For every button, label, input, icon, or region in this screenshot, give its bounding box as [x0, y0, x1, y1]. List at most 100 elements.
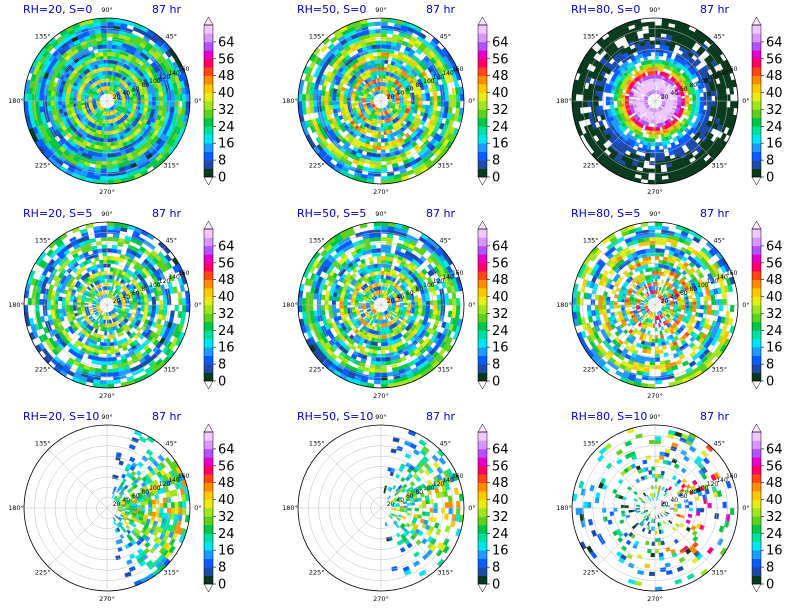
- colorbar-tick-label: 0: [492, 171, 500, 186]
- radial-label: 40: [670, 90, 678, 97]
- field-cell: [651, 134, 656, 139]
- field-cell: [380, 74, 384, 79]
- field-cell: [452, 94, 457, 102]
- field-cell: [61, 300, 66, 306]
- field-cell: [320, 100, 325, 107]
- field-cell: [354, 98, 359, 102]
- field-cell: [624, 98, 629, 102]
- panel-title: RH=50, S=0: [297, 3, 366, 16]
- field-cell: [182, 100, 187, 109]
- field-cell: [684, 94, 689, 99]
- field-cell: [651, 130, 656, 136]
- field-cell: [106, 51, 112, 57]
- field-cell: [106, 172, 114, 177]
- colorbar-segment: [204, 117, 213, 127]
- angle-label: 0°: [468, 97, 475, 105]
- field-cell: [97, 248, 103, 254]
- angle-label: 180°: [282, 97, 298, 105]
- field-cell: [652, 127, 656, 132]
- field-cell: [586, 94, 592, 102]
- field-cell: [144, 97, 149, 102]
- colorbar-segment: [204, 151, 213, 161]
- field-cell: [377, 134, 382, 139]
- angle-label: 135°: [35, 33, 51, 41]
- colorbar-tick-label: 8: [218, 154, 226, 169]
- field-cell: [133, 304, 138, 308]
- field-cell: [380, 149, 386, 154]
- field-cell: [680, 103, 686, 107]
- field-cell: [106, 153, 113, 158]
- field-cell: [140, 100, 145, 105]
- colorbar-segment: [204, 25, 213, 34]
- field-cell: [448, 94, 453, 102]
- field-cell: [609, 96, 614, 102]
- field-cell: [418, 97, 423, 102]
- field-cell: [38, 100, 44, 108]
- field-cell: [583, 100, 588, 108]
- field-cell: [380, 44, 387, 49]
- field-cell: [98, 349, 104, 355]
- field-cell: [38, 94, 44, 102]
- colorbar-segment: [478, 75, 487, 85]
- field-cell: [456, 93, 461, 102]
- colorbar-extend-min: [477, 176, 488, 186]
- field-cell: [718, 100, 724, 108]
- field-cell: [46, 100, 51, 107]
- field-cell: [54, 304, 59, 310]
- field-cell: [432, 91, 438, 97]
- field-cell: [384, 59, 389, 64]
- field-cell: [376, 51, 382, 57]
- field-cell: [301, 93, 306, 102]
- colorbar-tick-label: 40: [766, 86, 783, 101]
- field-cell: [711, 100, 716, 107]
- field-cell: [144, 301, 149, 306]
- colorbar-extend-min: [751, 176, 762, 186]
- field-cell: [654, 142, 660, 147]
- colorbar-segment: [204, 92, 213, 102]
- field-cell: [104, 123, 108, 128]
- field-cell: [24, 93, 29, 102]
- field-cell: [654, 70, 658, 75]
- field-cell: [374, 29, 382, 34]
- field-cell: [677, 100, 682, 104]
- field-cell: [106, 263, 111, 268]
- field-cell: [100, 32, 108, 38]
- field-cell: [340, 126, 347, 133]
- field-cell: [115, 352, 121, 358]
- precip-field: [24, 18, 190, 184]
- field-cell: [102, 149, 108, 154]
- colorbar-segment: [752, 33, 761, 43]
- field-cell: [106, 29, 114, 34]
- field-cell: [106, 74, 110, 79]
- field-cell: [50, 299, 55, 306]
- radial-label: 160: [726, 66, 738, 73]
- field-cell: [106, 134, 111, 139]
- field-cell: [132, 307, 138, 311]
- angle-label: 45°: [440, 33, 452, 41]
- field-cell: [696, 96, 701, 102]
- field-cell: [111, 244, 118, 250]
- field-cell: [182, 93, 187, 102]
- field-cell: [380, 21, 389, 26]
- field-cell: [373, 21, 382, 26]
- field-cell: [100, 334, 105, 339]
- panel-title: RH=20, S=0: [23, 3, 92, 16]
- field-cell: [103, 134, 108, 139]
- field-cell: [648, 29, 656, 34]
- field-cell: [100, 130, 105, 135]
- field-cell: [106, 55, 112, 60]
- field-cell: [100, 172, 108, 177]
- field-cell: [96, 360, 103, 366]
- field-cell: [620, 97, 626, 102]
- field-cell: [46, 304, 51, 311]
- colorbar-tick-label: 56: [218, 52, 235, 67]
- field-cell: [69, 304, 74, 309]
- colorbar-segment: [478, 134, 487, 144]
- colorbar-segment: [478, 168, 487, 178]
- field-cell: [654, 51, 660, 57]
- colorbar-tick-label: 56: [766, 52, 783, 67]
- field-cell: [624, 95, 630, 99]
- field-cell: [380, 63, 385, 68]
- field-cell: [151, 96, 157, 102]
- field-cell: [102, 142, 108, 147]
